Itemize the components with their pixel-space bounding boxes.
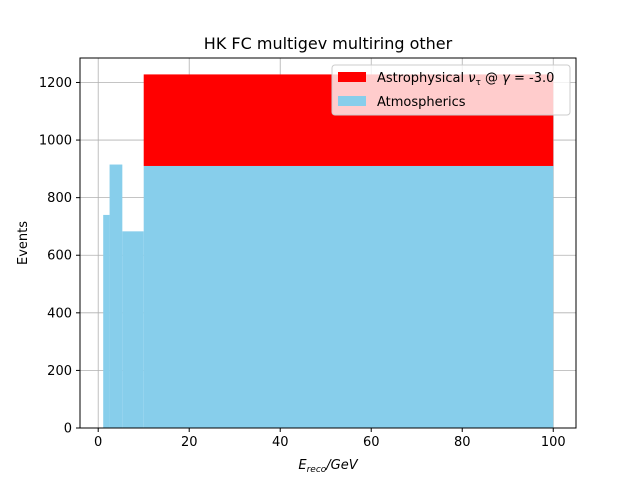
- legend-swatch-atmospherics: [338, 96, 366, 106]
- x-tick-label-100: 100: [541, 435, 566, 450]
- y-tick-label-1200: 1200: [39, 76, 72, 91]
- y-tick-label-200: 200: [47, 364, 72, 379]
- x-tick-label-80: 80: [454, 435, 471, 450]
- x-axis-ticks: 0 20 40 60 80 100: [94, 428, 566, 450]
- x-tick-label-60: 60: [363, 435, 380, 450]
- bar-atmospherics-1: [109, 164, 123, 428]
- y-tick-label-600: 600: [47, 249, 72, 264]
- legend-box: [331, 64, 571, 116]
- y-tick-label-0: 0: [64, 422, 72, 437]
- y-tick-label-400: 400: [47, 306, 72, 321]
- plot-frame: [79, 57, 577, 429]
- legend-label-atmospherics: Atmospherics: [377, 95, 466, 110]
- y-tick-label-800: 800: [47, 191, 72, 206]
- x-tick-label-40: 40: [272, 435, 289, 450]
- y-tick-label-1000: 1000: [39, 134, 72, 149]
- legend-swatch-astrophysical: [338, 72, 366, 82]
- x-tick-label-20: 20: [181, 435, 198, 450]
- histogram-bars: [103, 74, 554, 428]
- x-tick-label-0: 0: [94, 435, 102, 450]
- y-axis-ticks: 0 200 400 600 800 1000 1200: [39, 76, 80, 437]
- bar-atmospherics-3: [143, 165, 554, 428]
- chart-title: HK FC multigev multiring other: [204, 34, 453, 53]
- x-axis-label: Ereco/GeV: [298, 458, 358, 475]
- bar-atmospherics-2: [122, 231, 144, 428]
- y-axis-label: Events: [16, 221, 31, 265]
- legend: Astrophysical ντ @ γ = -3.0 Atmospherics: [331, 64, 571, 116]
- bar-atmospherics-0: [103, 214, 110, 428]
- legend-label-astrophysical: Astrophysical ντ @ γ = -3.0: [377, 71, 554, 88]
